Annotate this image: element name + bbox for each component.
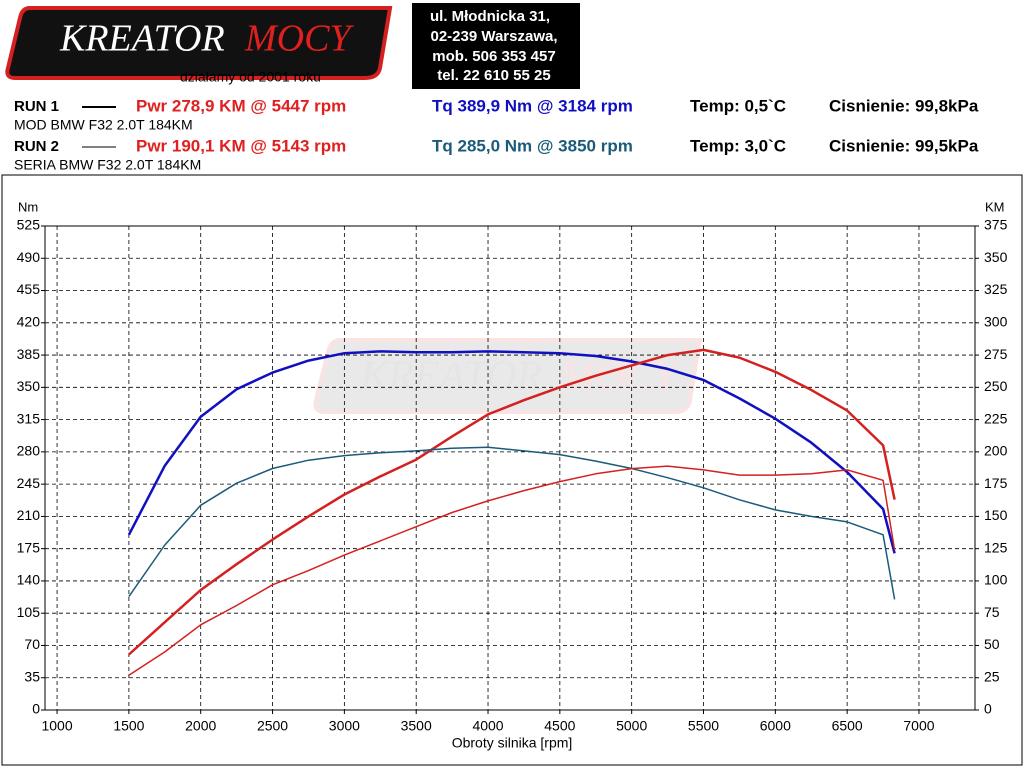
address-line: tel. 22 610 55 25: [437, 67, 550, 84]
x-tick-label: 1500: [113, 718, 144, 734]
x-axis-label: Obroty silnika [rpm]: [452, 735, 573, 751]
y2-tick-label: 350: [984, 249, 1008, 265]
y-tick-label: 175: [17, 539, 41, 555]
y-tick-label: 490: [17, 249, 41, 265]
y-tick-label: 0: [32, 701, 40, 717]
run-pressure: Cisnienie: 99,8kPa: [829, 96, 979, 115]
run-car: MOD BMW F32 2.0T 184KM: [14, 117, 193, 133]
chart-frame: [1, 174, 1023, 766]
run-pressure: Cisnienie: 99,5kPa: [829, 136, 979, 155]
y2-tick-label: 50: [984, 636, 1000, 652]
y-tick-label: 245: [17, 475, 41, 491]
y2-tick-label: 275: [984, 346, 1008, 362]
run-power: Pwr 278,9 KM @ 5447 rpm: [136, 96, 346, 115]
y-tick-label: 140: [17, 572, 41, 588]
y2-tick-label: 375: [984, 217, 1008, 233]
run-torque: Tq 285,0 Nm @ 3850 rpm: [432, 136, 633, 155]
slogan: działamy od 2001 roku: [180, 69, 321, 85]
logo-text: KREATOR: [59, 18, 225, 60]
x-tick-label: 2000: [185, 718, 216, 734]
y-tick-label: 455: [17, 281, 41, 297]
x-tick-label: 5500: [688, 718, 719, 734]
series-line: [128, 348, 896, 656]
x-tick-label: 1000: [41, 718, 72, 734]
y-tick-label: 315: [17, 410, 41, 426]
y2-tick-label: 100: [984, 572, 1008, 588]
y-axis-label: Nm: [18, 199, 38, 214]
x-tick-label: 2500: [257, 718, 288, 734]
run-car: SERIA BMW F32 2.0T 184KM: [14, 157, 201, 173]
y2-tick-label: 75: [984, 604, 1000, 620]
x-tick-label: 5000: [616, 718, 647, 734]
y-tick-label: 350: [17, 378, 41, 394]
x-tick-label: 3000: [329, 718, 360, 734]
series-line: [127, 350, 896, 554]
address: ul. Młodnicka 31, 02-239 Warszawa, mob. …: [430, 8, 558, 84]
address-box: [412, 3, 580, 89]
x-tick-label: 6500: [832, 718, 863, 734]
plot-frame: [44, 225, 976, 711]
y2-tick-label: 250: [984, 378, 1008, 394]
y2-tick-label: 300: [984, 314, 1008, 330]
y2-tick-label: 0: [984, 701, 992, 717]
x-tick-label: 7000: [903, 718, 934, 734]
run-temp: Temp: 0,5`C: [690, 96, 786, 115]
run-temp: Temp: 3,0`C: [690, 136, 786, 155]
run-power: Pwr 190,1 KM @ 5143 rpm: [136, 136, 346, 155]
run-label: RUN 2: [14, 138, 59, 155]
x-tick-label: 3500: [401, 718, 432, 734]
y2-tick-label: 25: [984, 668, 1000, 684]
y-tick-label: 105: [17, 604, 41, 620]
address-line: ul. Młodnicka 31,: [430, 8, 550, 25]
address-line: mob. 506 353 457: [432, 48, 555, 65]
y2-tick-label: 175: [984, 475, 1008, 491]
y2-tick-label: 225: [984, 410, 1008, 426]
y2-tick-label: 150: [984, 507, 1008, 523]
y2-tick-label: 200: [984, 443, 1008, 459]
y-tick-label: 210: [17, 507, 41, 523]
x-tick-label: 4500: [544, 718, 575, 734]
y-tick-label: 385: [17, 346, 41, 362]
y-tick-label: 35: [24, 668, 40, 684]
run-label: RUN 1: [14, 98, 59, 115]
y-tick-label: 280: [17, 443, 41, 459]
series-line: [128, 465, 896, 676]
y-tick-label: 420: [17, 314, 41, 330]
x-tick-label: 4000: [472, 718, 503, 734]
logo-text: MOCY: [244, 18, 354, 60]
watermark: KREATOR MOCY: [313, 338, 703, 414]
logo: KREATOR MOCY działamy od 2001 roku: [5, 6, 393, 85]
run-torque: Tq 389,9 Nm @ 3184 rpm: [432, 96, 633, 115]
watermark-text: KREATOR: [359, 354, 542, 400]
y-tick-label: 70: [24, 636, 40, 652]
y2-tick-label: 125: [984, 539, 1008, 555]
y2-tick-label: 325: [984, 281, 1008, 297]
series-line: [128, 446, 896, 600]
y2-axis-label: KM: [985, 199, 1005, 214]
address-line: 02-239 Warszawa,: [430, 28, 557, 45]
x-tick-label: 6000: [760, 718, 791, 734]
y-tick-label: 525: [17, 217, 41, 233]
watermark-text: MOCY: [559, 354, 681, 400]
